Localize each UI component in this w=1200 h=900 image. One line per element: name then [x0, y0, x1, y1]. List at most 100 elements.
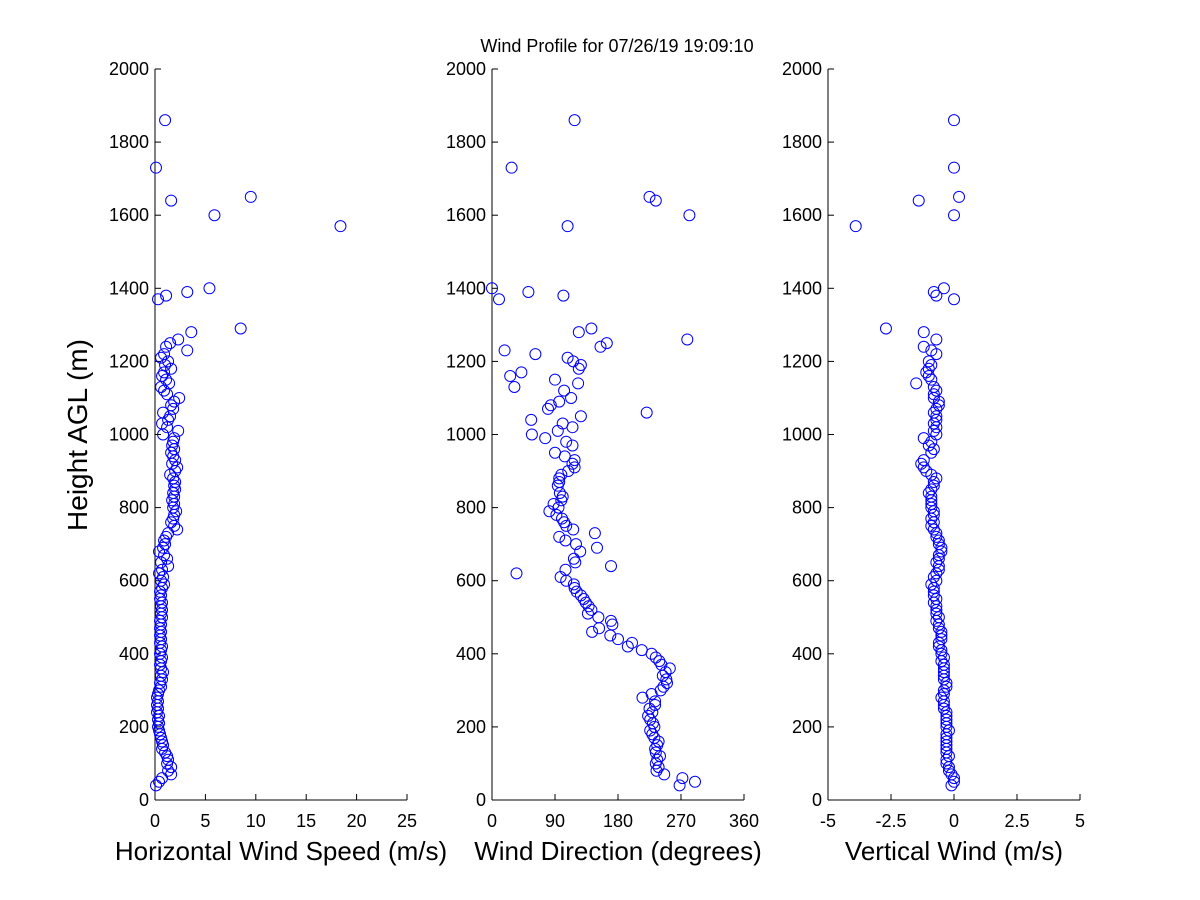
data-point	[244, 190, 257, 203]
data-point	[543, 505, 556, 518]
data-point	[600, 337, 613, 350]
panel-speed: 0 200 400 600 800 1000 1200 1400 1600 1800 2000 0 5 1…	[62, 59, 447, 866]
x-tick-label: -2.5	[875, 811, 906, 831]
data-point	[185, 326, 198, 339]
y-tick-label: 0	[139, 790, 149, 810]
y-tick-label: 2000	[446, 59, 486, 79]
data-point	[663, 662, 676, 675]
data-point	[553, 530, 566, 543]
data-point	[525, 428, 538, 441]
data-point	[673, 779, 686, 792]
data-point	[940, 677, 953, 690]
x-tick-label: 5	[200, 811, 210, 831]
series-points	[150, 114, 347, 792]
data-point	[660, 673, 673, 686]
data-point	[930, 384, 943, 397]
data-point	[168, 395, 181, 408]
data-point	[917, 326, 930, 339]
data-point	[927, 508, 940, 521]
data-point	[930, 348, 943, 361]
data-point	[612, 633, 624, 646]
data-point	[566, 421, 579, 434]
data-point	[593, 622, 606, 635]
data-point	[155, 731, 168, 744]
data-point	[649, 757, 662, 770]
data-point	[172, 333, 185, 346]
x-tick-label: 90	[545, 811, 565, 831]
panel-vertical: 0 200 400 600 800 1000 1200 1400 1600 1800 2000 -5 -…	[782, 59, 1085, 866]
data-point	[172, 424, 185, 437]
data-point	[930, 556, 943, 569]
x-tick-label: 2.5	[1004, 811, 1029, 831]
data-point	[158, 549, 171, 562]
y-tick-label: 800	[119, 498, 149, 518]
series-points	[486, 114, 701, 792]
data-point	[551, 424, 564, 437]
data-point	[568, 454, 581, 467]
data-point	[155, 351, 168, 364]
data-point	[925, 497, 938, 510]
x-tick-label: 180	[603, 811, 633, 831]
data-point	[927, 582, 940, 595]
data-point	[925, 494, 938, 507]
data-point	[917, 461, 930, 474]
data-point	[592, 611, 605, 624]
data-point	[942, 750, 955, 763]
data-point	[927, 476, 940, 489]
data-point	[493, 293, 505, 306]
data-point	[942, 761, 955, 774]
x-tick-label: 0	[487, 811, 497, 831]
data-point	[559, 534, 572, 547]
y-tick-label: 600	[456, 571, 486, 591]
data-point	[161, 388, 174, 401]
y-tick-label: 1000	[109, 425, 149, 445]
data-point	[568, 582, 581, 595]
y-tick-label: 1800	[782, 132, 822, 152]
data-point	[557, 289, 570, 302]
data-point	[948, 161, 960, 174]
data-point	[551, 479, 564, 492]
data-point	[932, 618, 945, 631]
y-tick-label: 800	[456, 498, 486, 518]
data-point	[161, 552, 174, 565]
y-tick-label: 600	[792, 571, 822, 591]
data-point	[574, 410, 587, 423]
data-point	[570, 585, 583, 598]
data-point	[168, 508, 181, 521]
data-point	[932, 636, 945, 649]
data-point	[932, 640, 945, 653]
data-point	[181, 285, 194, 298]
data-point	[181, 344, 194, 357]
data-point	[549, 373, 561, 386]
data-point	[925, 578, 938, 591]
data-point	[510, 567, 523, 580]
data-point	[558, 516, 571, 529]
data-point	[156, 651, 169, 664]
data-point	[661, 677, 673, 690]
data-point	[676, 772, 689, 785]
data-point	[155, 380, 168, 393]
data-point	[948, 775, 960, 788]
data-point	[168, 519, 181, 532]
data-point	[927, 443, 940, 456]
data-point	[560, 574, 573, 587]
data-point	[658, 768, 671, 781]
data-point	[165, 761, 178, 774]
data-point	[922, 370, 935, 383]
data-point	[160, 289, 173, 302]
data-point	[927, 417, 940, 430]
data-point	[522, 285, 535, 298]
y-tick-label: 1000	[782, 425, 822, 445]
data-point	[486, 282, 498, 295]
data-point	[930, 289, 943, 302]
y-tick-label: 1400	[109, 278, 149, 298]
data-point	[646, 728, 659, 741]
x-tick-label: -5	[820, 811, 836, 831]
data-point	[574, 545, 587, 558]
data-point	[553, 395, 566, 408]
data-point	[582, 600, 595, 613]
data-point	[927, 406, 940, 419]
y-tick-label: 1200	[109, 351, 149, 371]
x-axis-label: Vertical Wind (m/s)	[845, 836, 1063, 866]
y-tick-label: 2000	[782, 59, 822, 79]
